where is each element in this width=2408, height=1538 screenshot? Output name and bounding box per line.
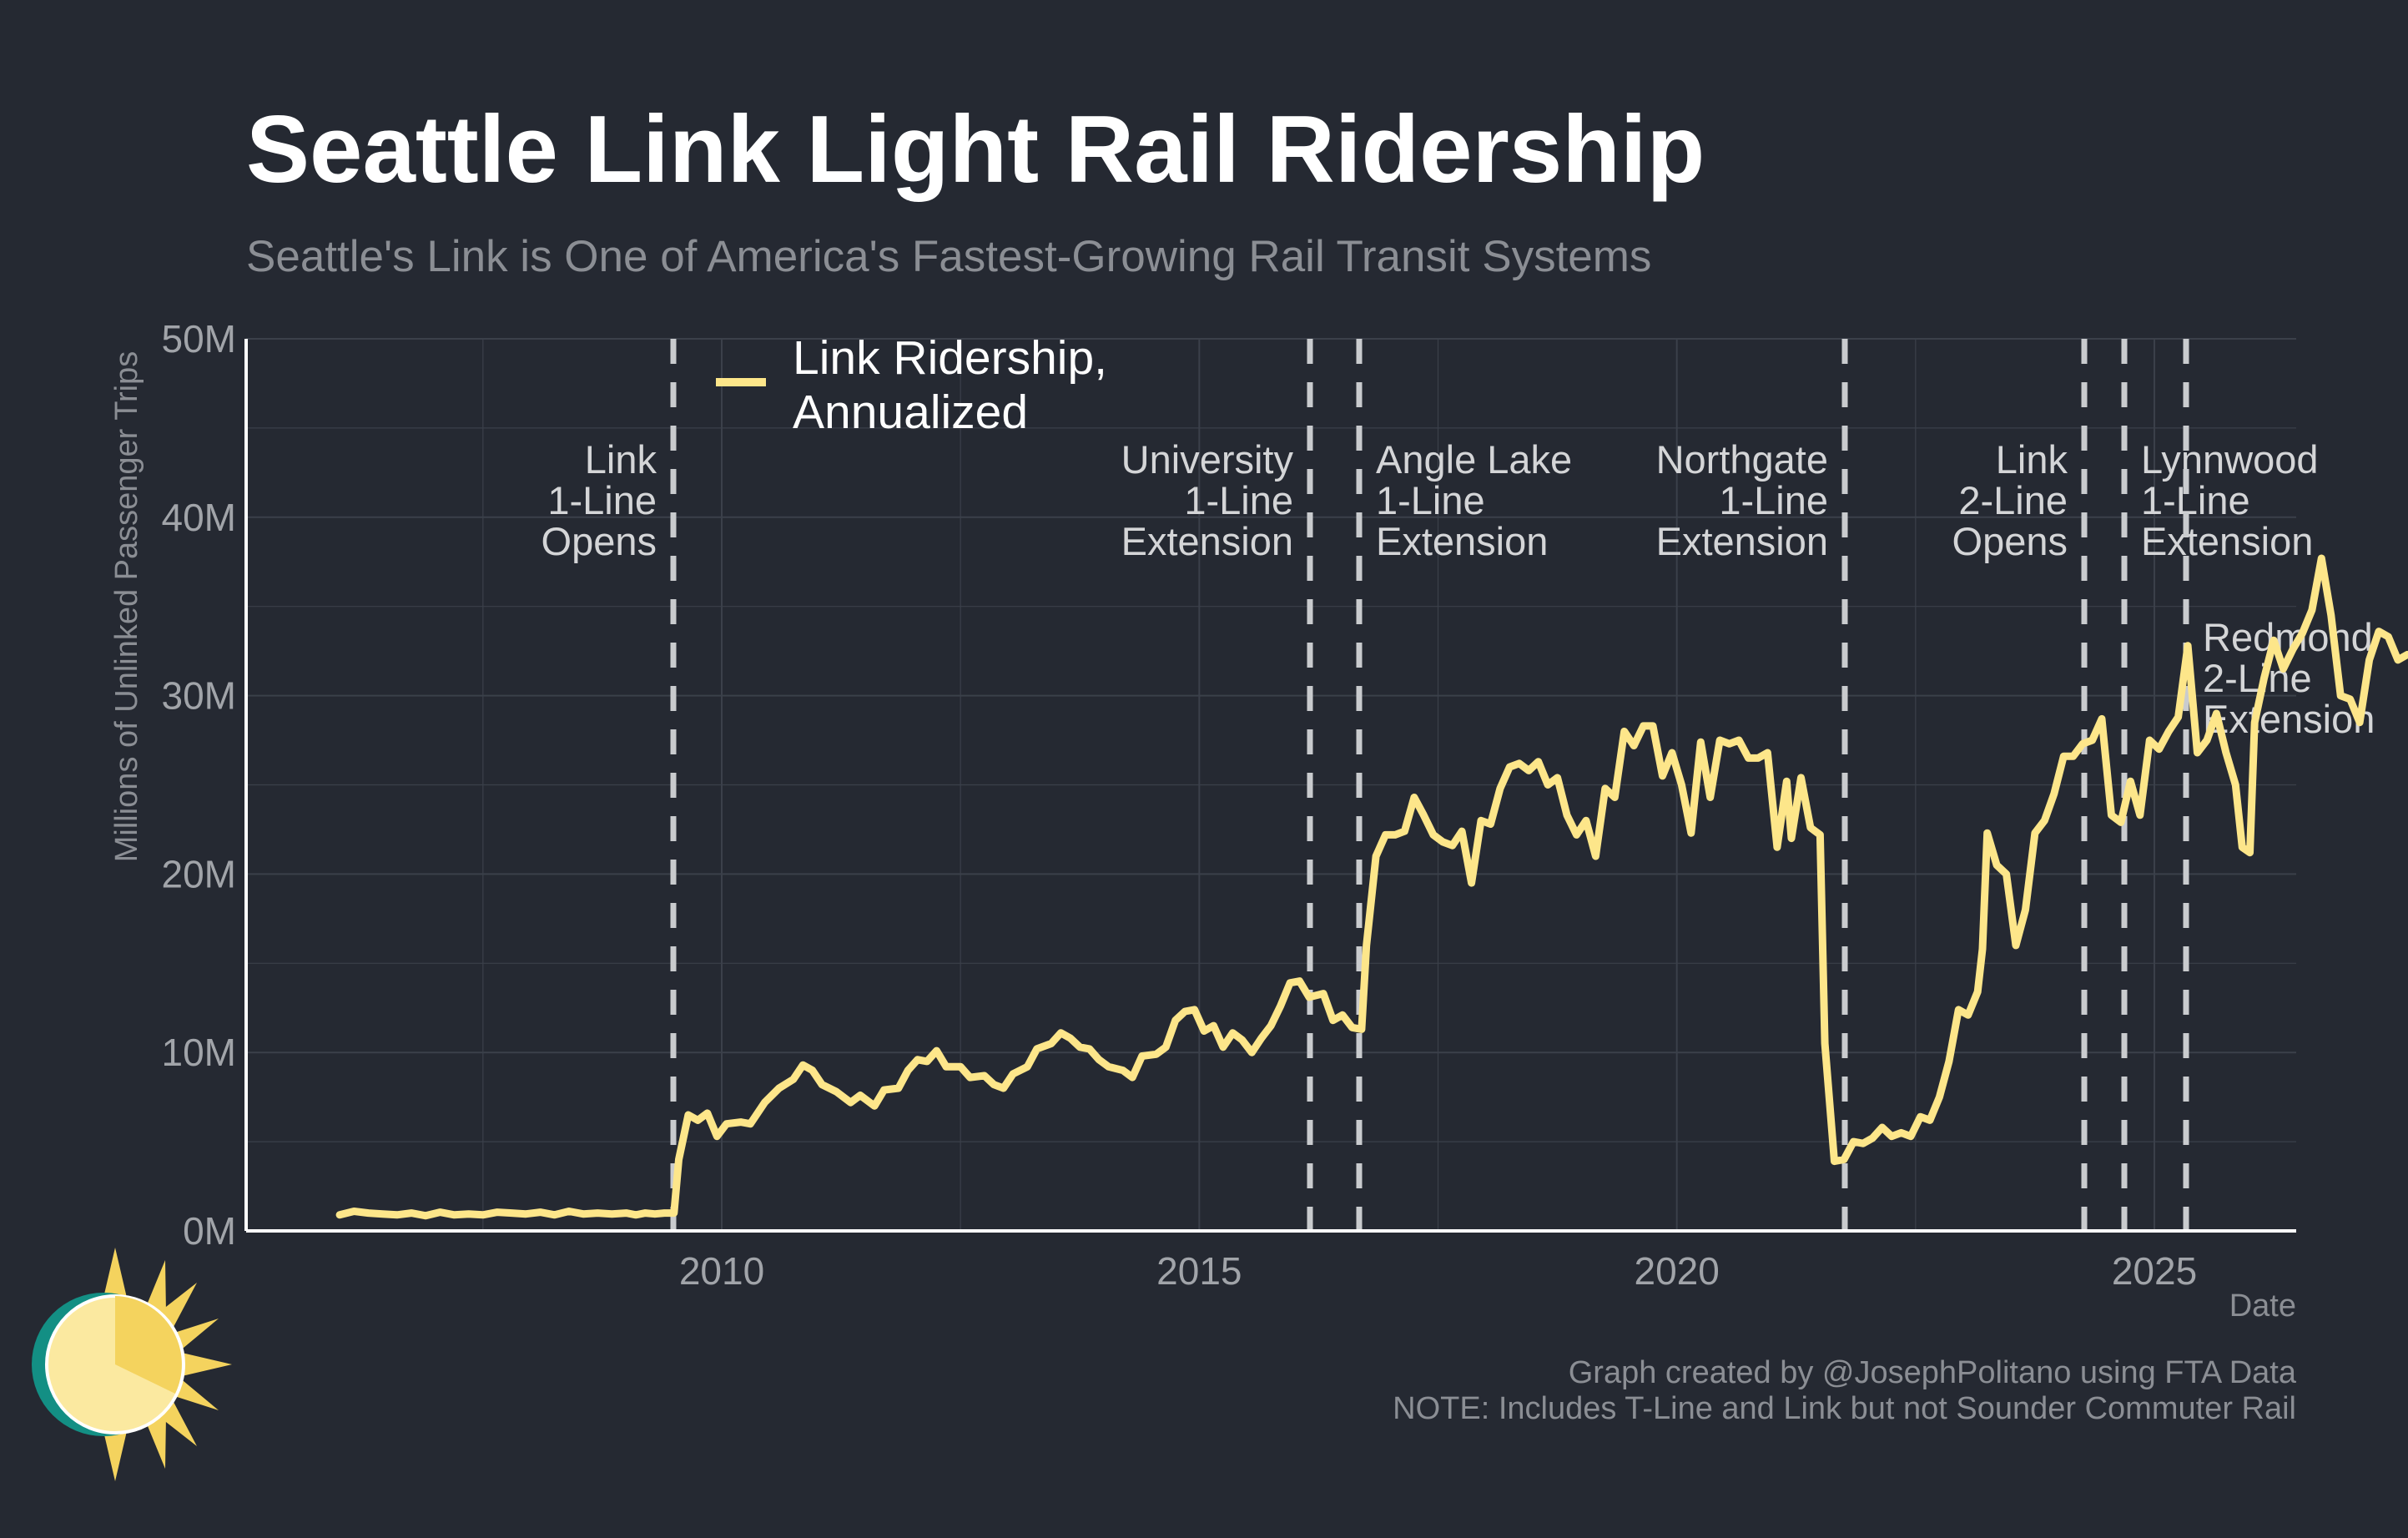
event-label: Extension	[1376, 519, 1548, 563]
caption-note: NOTE: Includes T-Line and Link but not S…	[1393, 1391, 2296, 1426]
x-tick-label: 2015	[1156, 1249, 1242, 1293]
event-label: Opens	[542, 519, 657, 563]
x-tick-label: 2025	[2112, 1249, 2197, 1293]
y-tick-label: 0M	[183, 1209, 236, 1253]
grid-lines	[246, 338, 2296, 1232]
y-tick-label: 30M	[162, 674, 236, 718]
axes: 0M 10M 20M 30M 40M 50M 2010 2015 2020 2025	[162, 317, 2296, 1293]
event-label: Extension	[2203, 697, 2375, 741]
x-axis-label: Date	[2229, 1288, 2296, 1324]
event-label: 1-Line	[1719, 478, 1828, 522]
event-label: Angle Lake	[1376, 437, 1572, 482]
event-label: Link	[585, 437, 657, 482]
event-label: Opens	[1952, 519, 2068, 563]
event-label: 2-Line	[1958, 478, 2068, 522]
series-lines	[335, 554, 2408, 1220]
legend-label: Link Ridership,	[793, 331, 1107, 385]
event-label: 1-Line	[547, 478, 657, 522]
legend-label: Annualized	[793, 386, 1028, 439]
chart-subtitle: Seattle's Link is One of America's Faste…	[246, 232, 1651, 281]
event-label: Northgate	[1656, 437, 1828, 482]
event-label: Extension	[2141, 519, 2313, 563]
event-label: Extension	[1656, 519, 1828, 563]
y-tick-label: 10M	[162, 1031, 236, 1074]
y-tick-label: 20M	[162, 852, 236, 895]
caption-source: Graph created by @JosephPolitano using F…	[1569, 1355, 2297, 1390]
event-label: Lynnwood	[2141, 437, 2319, 482]
series-line	[335, 554, 2408, 1220]
x-tick-label: 2020	[1634, 1249, 1719, 1293]
event-label: 1-Line	[2141, 478, 2250, 522]
sun-logo-icon	[32, 1248, 232, 1481]
y-axis-label: Millions of Unlinked Passenger Trips	[109, 351, 144, 863]
legend: Link Ridership,Annualized	[716, 331, 1107, 439]
chart-title: Seattle Link Light Rail Ridership	[246, 97, 1705, 203]
event-label: University	[1121, 437, 1294, 482]
event-label: Extension	[1121, 519, 1293, 563]
event-label: Link	[1996, 437, 2068, 482]
y-tick-label: 40M	[162, 496, 236, 539]
event-label: 1-Line	[1184, 478, 1293, 522]
x-tick-label: 2010	[679, 1249, 764, 1293]
event-lines: Link1-LineOpensUniversity1-LineExtension…	[542, 339, 2375, 1231]
y-tick-label: 50M	[162, 317, 236, 361]
event-label: 1-Line	[1376, 478, 1485, 522]
